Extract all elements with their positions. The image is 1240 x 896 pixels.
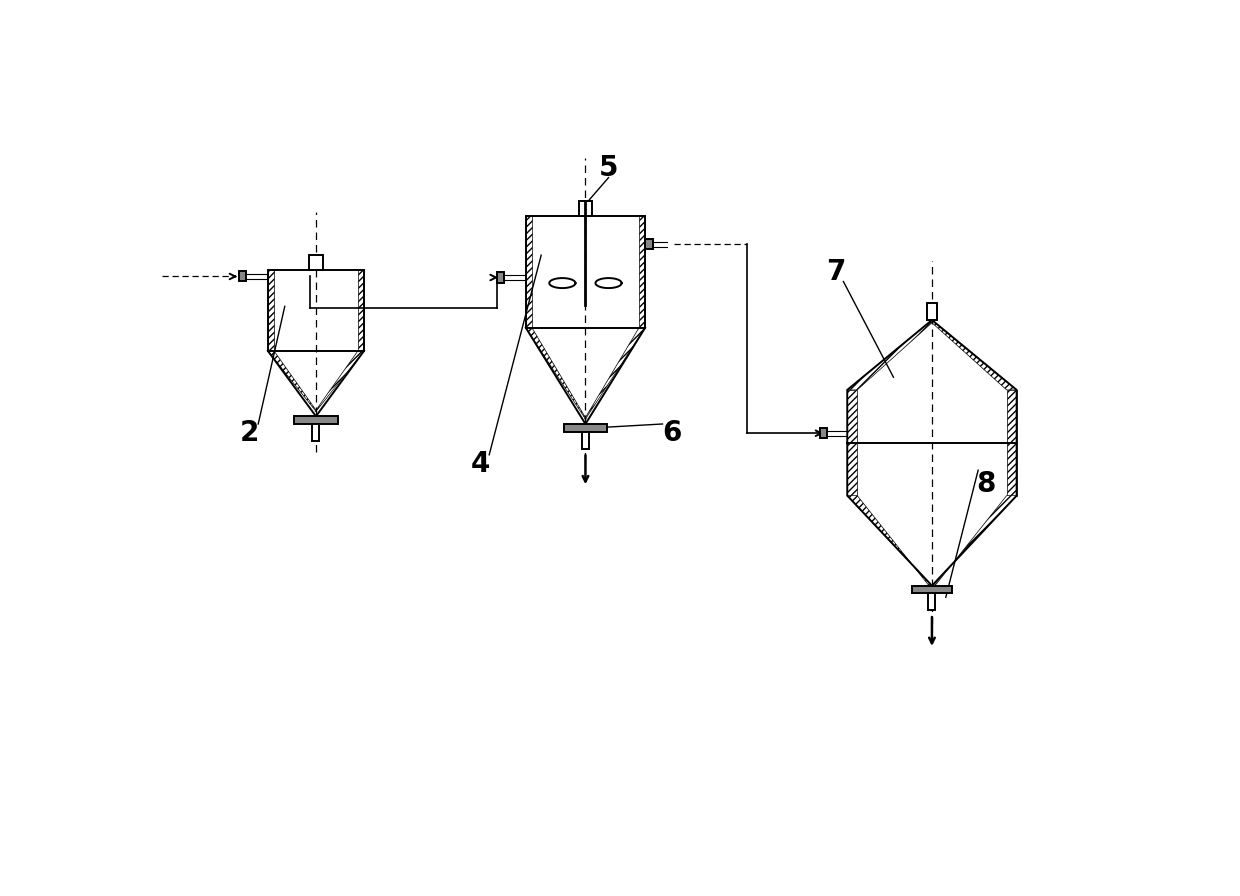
Bar — [911, 586, 952, 593]
Bar — [820, 428, 827, 438]
Bar — [645, 239, 652, 249]
Polygon shape — [847, 320, 935, 390]
Text: 5: 5 — [599, 154, 619, 183]
Bar — [294, 417, 337, 424]
Polygon shape — [526, 216, 532, 328]
Bar — [496, 272, 505, 282]
Polygon shape — [1007, 390, 1017, 495]
Polygon shape — [847, 495, 932, 586]
Bar — [579, 201, 593, 216]
Polygon shape — [929, 320, 1017, 390]
Polygon shape — [526, 328, 587, 419]
Bar — [238, 271, 247, 281]
Polygon shape — [847, 390, 857, 495]
Text: 6: 6 — [662, 419, 681, 447]
Text: 8: 8 — [976, 470, 996, 498]
Bar — [564, 424, 608, 432]
Polygon shape — [268, 351, 317, 411]
Polygon shape — [639, 216, 645, 328]
Text: 7: 7 — [826, 258, 846, 287]
Text: 4: 4 — [470, 450, 490, 478]
Polygon shape — [584, 328, 645, 419]
Bar — [582, 432, 589, 449]
Polygon shape — [315, 351, 365, 411]
Bar — [929, 593, 935, 610]
Polygon shape — [932, 495, 1017, 586]
Bar — [926, 303, 937, 320]
Bar — [309, 254, 322, 270]
Polygon shape — [358, 270, 365, 351]
Polygon shape — [268, 270, 274, 351]
Bar — [312, 424, 320, 441]
Text: 2: 2 — [239, 419, 259, 447]
